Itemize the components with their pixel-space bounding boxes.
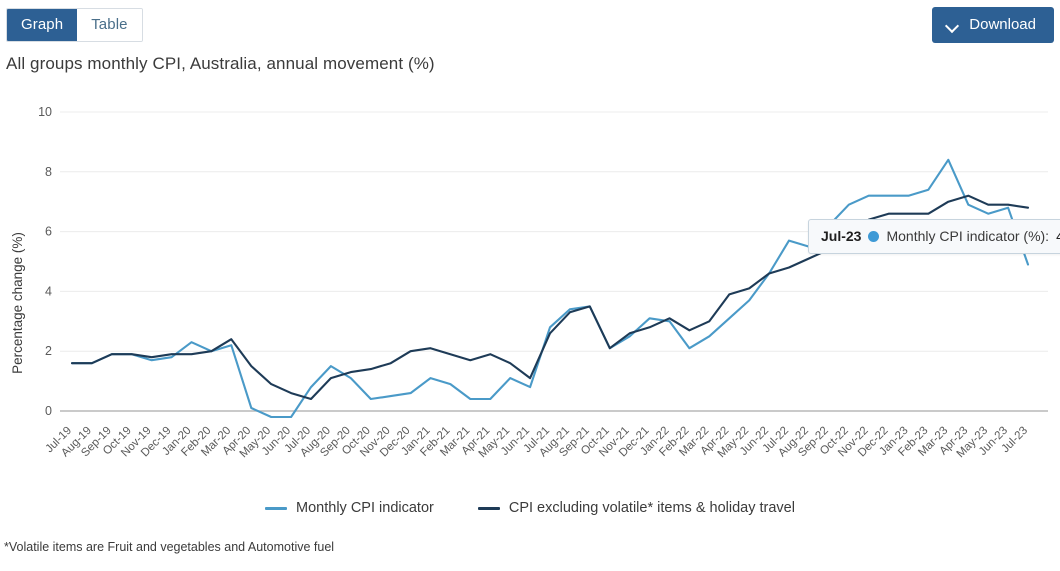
legend-item-monthly-cpi[interactable]: Monthly CPI indicator	[265, 500, 434, 516]
legend-label: CPI excluding volatile* items & holiday …	[508, 500, 795, 516]
x-axis-ticks: Jul-19Aug-19Sep-19Oct-19Nov-19Dec-19Jan-…	[43, 425, 1030, 461]
y-axis-ticks: 0 2 4 6 8 10	[38, 105, 52, 418]
y-tick-label: 6	[45, 225, 52, 239]
download-button-label: Download	[969, 16, 1036, 33]
y-tick-label: 8	[45, 165, 52, 179]
legend-swatch-icon	[265, 506, 288, 510]
footnote: *Volatile items are Fruit and vegetables…	[4, 540, 335, 554]
tooltip-value: 4.9	[1056, 228, 1060, 244]
tab-graph[interactable]: Graph	[7, 9, 78, 41]
y-tick-label: 0	[45, 404, 52, 418]
tooltip-series-dot-icon	[868, 230, 880, 242]
y-tick-label: 4	[45, 284, 52, 298]
tooltip-date: Jul-23	[821, 228, 862, 244]
y-tick-label: 10	[38, 105, 52, 119]
view-tabs: Graph Table	[6, 8, 143, 42]
gridlines	[60, 111, 1048, 412]
y-axis-label: Percentage change (%)	[10, 232, 25, 374]
tab-table[interactable]: Table	[77, 9, 142, 41]
tooltip-series-label: Monthly CPI indicator (%):	[886, 228, 1050, 244]
line-chart: 0 2 4 6 8 10 Jul-19Aug-19Sep-19Oct-19Nov-19De…	[10, 105, 1048, 461]
series-line	[70, 158, 1030, 419]
legend-item-cpi-ex-volatile[interactable]: CPI excluding volatile* items & holiday …	[477, 500, 795, 516]
legend-swatch-icon	[477, 506, 500, 510]
chart-title: All groups monthly CPI, Australia, annua…	[6, 54, 435, 73]
toolbar: Graph Table Download	[0, 0, 1060, 46]
chevron-down-icon	[946, 21, 959, 29]
series-lines	[70, 158, 1030, 419]
chart-legend: Monthly CPI indicator CPI excluding vola…	[0, 500, 1060, 516]
chart-area: 0 2 4 6 8 10 Jul-19 Aug-19 Sep-19 Oct-19 Nov-19 De…	[0, 88, 1060, 498]
y-tick-label: 2	[45, 344, 52, 358]
legend-label: Monthly CPI indicator	[296, 500, 434, 516]
download-button[interactable]: Download	[932, 7, 1054, 43]
chart-tooltip: Jul-23 Monthly CPI indicator (%): 4.9	[808, 219, 1060, 254]
